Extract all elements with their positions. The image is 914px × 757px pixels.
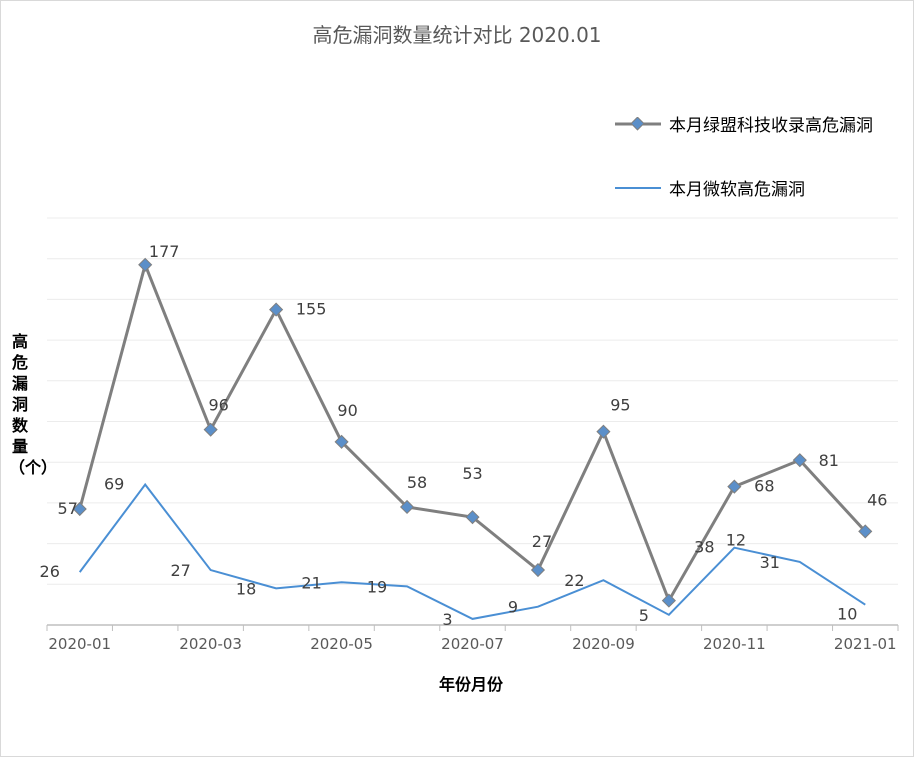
data-label: 31 — [760, 553, 780, 572]
data-label: 10 — [837, 605, 857, 624]
data-label: 5 — [639, 606, 649, 625]
x-tick-label: 2020-01 — [48, 635, 111, 653]
data-label: 58 — [407, 473, 427, 492]
legend-label: 本月微软高危漏洞 — [669, 180, 805, 200]
data-point-marker — [661, 593, 676, 608]
series-line — [78, 482, 866, 620]
data-point-marker — [269, 302, 284, 317]
data-point-marker — [727, 479, 742, 494]
data-label: 22 — [564, 571, 584, 590]
data-label: 38 — [694, 538, 714, 557]
data-point-marker — [792, 453, 807, 468]
data-point-marker — [203, 422, 218, 437]
data-label: 177 — [149, 242, 180, 261]
data-label: 68 — [754, 477, 774, 496]
data-label: 9 — [508, 598, 518, 617]
data-point-marker — [138, 257, 153, 272]
chart-title: 高危漏洞数量统计对比 2020.01 — [312, 23, 602, 47]
x-tick-label: 2020-05 — [310, 635, 373, 653]
legend-label: 本月绿盟科技收录高危漏洞 — [669, 116, 873, 136]
data-label: 12 — [726, 531, 746, 550]
x-tick-label: 2020-11 — [703, 635, 766, 653]
data-label: 21 — [301, 573, 321, 592]
data-label: 19 — [367, 577, 387, 596]
data-label: 27 — [532, 532, 552, 551]
x-axis-label: 年份月份 — [438, 675, 503, 694]
data-label: 26 — [40, 562, 60, 581]
data-label: 18 — [236, 579, 256, 598]
data-label: 95 — [610, 396, 630, 415]
data-label: 155 — [296, 300, 327, 319]
data-point-marker — [399, 499, 415, 515]
data-label: 96 — [208, 396, 228, 415]
data-point-marker — [596, 424, 611, 439]
data-point-marker — [334, 434, 349, 449]
data-label: 90 — [337, 401, 357, 420]
x-tick-label: 2020-03 — [179, 635, 242, 653]
legend-line-marker-icon — [615, 116, 661, 131]
data-label: 3 — [442, 610, 452, 629]
x-tick-label: 2020-09 — [572, 635, 635, 653]
data-label: 81 — [819, 451, 839, 470]
data-label: 53 — [462, 464, 482, 483]
x-tick-label: 2020-07 — [441, 635, 504, 653]
data-point-marker — [858, 524, 873, 539]
data-label: 57 — [58, 499, 78, 518]
data-label: 27 — [170, 561, 190, 580]
data-point-marker — [72, 501, 87, 517]
data-point-marker — [530, 562, 546, 578]
legend-item-microsoft: 本月微软高危漏洞 — [615, 175, 805, 200]
data-point-marker — [465, 510, 480, 525]
legend-item-nsfocus: 本月绿盟科技收录高危漏洞 — [615, 111, 873, 136]
data-label: 46 — [867, 490, 887, 509]
x-tick-label: 2021-01 — [834, 635, 897, 653]
legend-line-icon — [615, 186, 661, 189]
data-label: 69 — [104, 475, 124, 494]
